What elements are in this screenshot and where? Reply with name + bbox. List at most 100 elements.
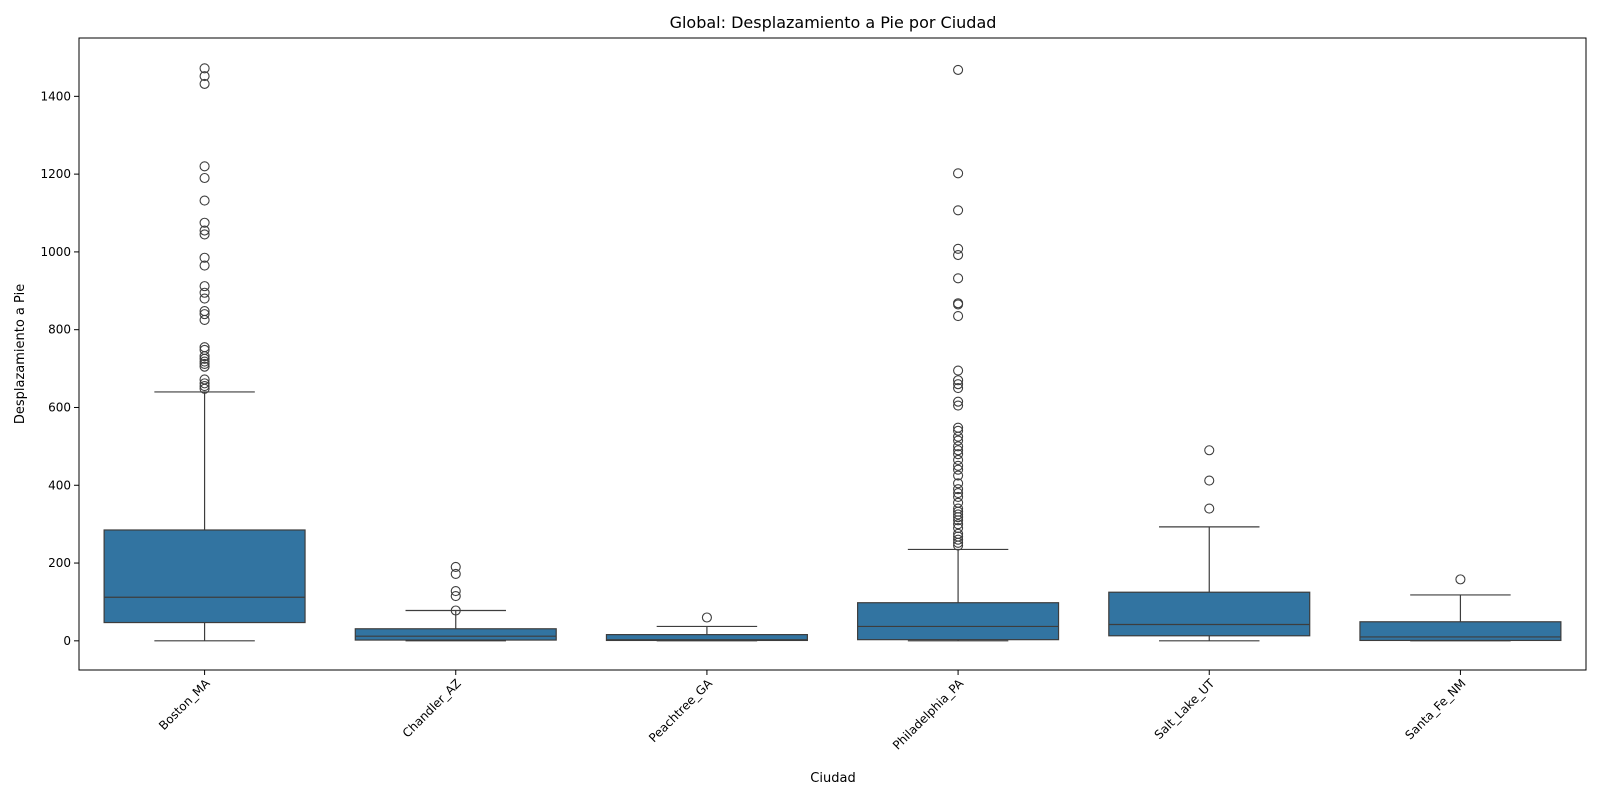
outlier-point (450, 568, 461, 579)
plot-area (103, 63, 1562, 642)
outlier-point (953, 534, 964, 545)
y-tick-label: 200 (48, 556, 71, 570)
outlier-point (199, 309, 210, 320)
outlier-point (199, 78, 210, 89)
outlier-point (199, 361, 210, 372)
outlier-point (953, 205, 964, 216)
outlier-point (199, 281, 210, 292)
outlier-point (199, 287, 210, 298)
outlier-point (953, 375, 964, 386)
y-tick-label: 600 (48, 400, 71, 414)
outlier-point (953, 64, 964, 75)
outlier-point (450, 561, 461, 572)
y-tick-label: 1200 (40, 167, 71, 181)
outlier-point (953, 379, 964, 390)
outlier-point (953, 503, 964, 514)
outlier-point (953, 519, 964, 530)
x-tick-label: Santa_Fe_NM (1402, 676, 1468, 742)
box-body (1359, 621, 1562, 642)
box-boston-ma (103, 63, 306, 642)
outlier-point (953, 491, 964, 502)
outlier-point (199, 344, 210, 355)
x-tick-label: Philadelphia_PA (890, 676, 967, 753)
box-salt-lake-ut (1108, 445, 1311, 642)
outlier-point (953, 298, 964, 309)
y-axis-label: Desplazamiento a Pie (13, 284, 28, 424)
outlier-point (953, 497, 964, 508)
plot-frame (78, 37, 1587, 671)
outlier-point (199, 378, 210, 389)
y-tick-label: 400 (48, 478, 71, 492)
outlier-point (953, 454, 964, 466)
outlier-point (953, 509, 964, 520)
outlier-point (953, 422, 964, 433)
x-tick-label: Salt_Lake_UT (1152, 676, 1218, 742)
x-tick-label: Chandler_AZ (400, 676, 464, 740)
outlier-point (199, 229, 210, 240)
y-tick-label: 1000 (40, 245, 71, 259)
x-axis: Boston_MA Chandler_AZ Peachtree_GA Philadel… (156, 670, 1469, 753)
outlier-point (953, 243, 964, 254)
outlier-point (953, 425, 964, 436)
outlier-point (1204, 445, 1215, 456)
box-chandler-az (354, 561, 557, 642)
y-axis: 0 200 400 600 800 1000 1200 1400 (40, 89, 79, 648)
y-tick-label: 0 (63, 634, 71, 648)
box-body (103, 529, 306, 624)
outlier-point (199, 63, 210, 74)
outlier-point (199, 252, 210, 263)
outlier-point (450, 591, 461, 602)
outlier-point (953, 249, 964, 261)
box-body (1108, 591, 1311, 637)
outlier-point (953, 273, 964, 284)
outlier-point (199, 217, 210, 228)
outlier-point (953, 311, 964, 322)
outlier-point (953, 522, 964, 534)
outlier-point (953, 168, 964, 179)
x-tick-label: Boston_MA (156, 676, 213, 733)
outlier-point (953, 400, 964, 411)
outlier-point (450, 585, 461, 597)
outlier-point (953, 396, 964, 407)
outlier-point (450, 605, 461, 616)
outlier-point (199, 374, 210, 385)
outlier-point (199, 358, 210, 369)
outlier-point (953, 470, 964, 481)
outlier-point (1204, 475, 1215, 486)
outlier-point (953, 435, 964, 446)
outlier-point (199, 356, 210, 367)
outlier-point (953, 528, 964, 539)
x-axis-label: Ciudad (810, 771, 855, 786)
box-santa-fe-nm (1359, 574, 1562, 642)
y-tick-label: 1400 (40, 89, 71, 103)
box-body (857, 602, 1060, 641)
outlier-point (953, 441, 964, 452)
y-tick-label: 800 (48, 323, 71, 337)
outlier-point (199, 293, 210, 304)
box-body (354, 628, 557, 641)
outlier-point (953, 365, 964, 376)
outlier-point (199, 342, 210, 353)
outlier-point (1204, 503, 1215, 514)
outlier-point (199, 71, 210, 82)
outlier-point (701, 612, 712, 623)
outlier-point (953, 445, 964, 456)
outlier-point (953, 484, 964, 495)
outlier-point (199, 225, 210, 236)
outlier-point (953, 382, 964, 394)
outlier-point (953, 464, 964, 475)
outlier-point (199, 305, 210, 317)
outlier-point (953, 487, 964, 499)
outlier-point (953, 478, 964, 489)
outlier-point (199, 195, 210, 206)
box-peachtree-ga (605, 612, 808, 642)
box-body (605, 634, 808, 642)
outlier-point (199, 172, 210, 184)
x-tick-label: Peachtree_GA (646, 676, 715, 745)
outlier-point (199, 161, 210, 172)
chart-title: Global: Desplazamiento a Pie por Ciudad (670, 13, 997, 32)
outlier-point (953, 449, 964, 460)
outlier-point (1455, 574, 1466, 585)
outlier-point (199, 381, 210, 392)
